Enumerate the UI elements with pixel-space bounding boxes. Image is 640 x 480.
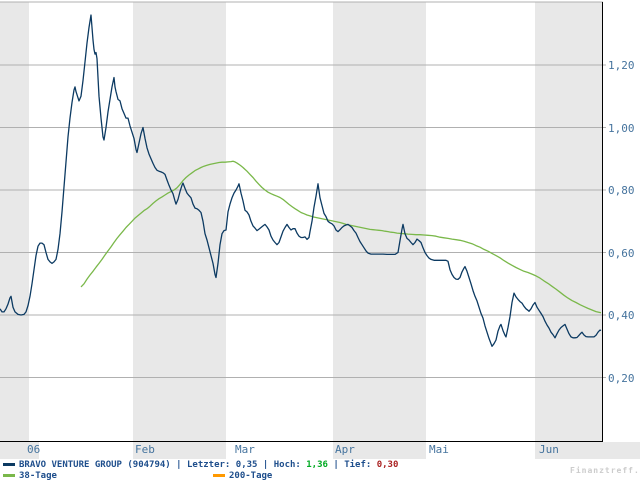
separator: | <box>262 460 269 470</box>
month-band-strip <box>0 442 39 459</box>
instrument-wkn: (904794) <box>127 460 171 470</box>
price-series-marker <box>3 463 15 466</box>
letzter-value: 0,35 <box>235 460 258 470</box>
x-axis-label: Mai <box>429 443 449 456</box>
ma200-series-marker <box>213 474 225 477</box>
x-axis-label: 06 <box>27 443 41 456</box>
series-line <box>0 14 602 347</box>
series-line <box>80 160 602 314</box>
instrument-name: BRAVO VENTURE GROUP <box>19 460 122 470</box>
month-band-strip <box>535 442 640 459</box>
x-axis-label: Mar <box>235 443 255 456</box>
y-axis-label: 0,80 <box>608 184 635 197</box>
ma200-legend-label: 200-Tage <box>229 471 273 480</box>
ma38-series-marker <box>3 474 15 477</box>
y-axis-label: 1,20 <box>608 59 635 72</box>
y-axis-label: 0,40 <box>608 309 635 322</box>
month-band <box>133 2 226 441</box>
month-band-strip <box>133 442 226 459</box>
tief-value: 0,30 <box>376 460 399 470</box>
hoch-value: 1,36 <box>306 460 328 470</box>
tief-label: Tief: <box>344 460 372 470</box>
x-axis-label: Apr <box>335 443 355 456</box>
y-axis-label: 0,60 <box>608 246 635 260</box>
month-band <box>0 2 29 441</box>
legend-line-1: BRAVO VENTURE GROUP (904794) | Letzter: … <box>19 460 398 470</box>
ma38-legend-label: 38-Tage <box>19 471 57 480</box>
y-axis-label: 0,20 <box>608 371 635 385</box>
x-axis-label: Feb <box>135 443 155 456</box>
month-band <box>535 2 602 441</box>
separator: | <box>176 460 182 470</box>
hoch-label: Hoch: <box>273 460 301 470</box>
month-band-strip <box>333 442 426 459</box>
month-band <box>333 2 426 441</box>
separator: | <box>333 460 339 470</box>
watermark: Finanztreff.de <box>570 466 640 475</box>
y-axis-label: 1,00 <box>608 121 635 135</box>
letzter-label: Letzter: <box>187 460 231 470</box>
x-axis-label: Jun <box>539 443 559 456</box>
